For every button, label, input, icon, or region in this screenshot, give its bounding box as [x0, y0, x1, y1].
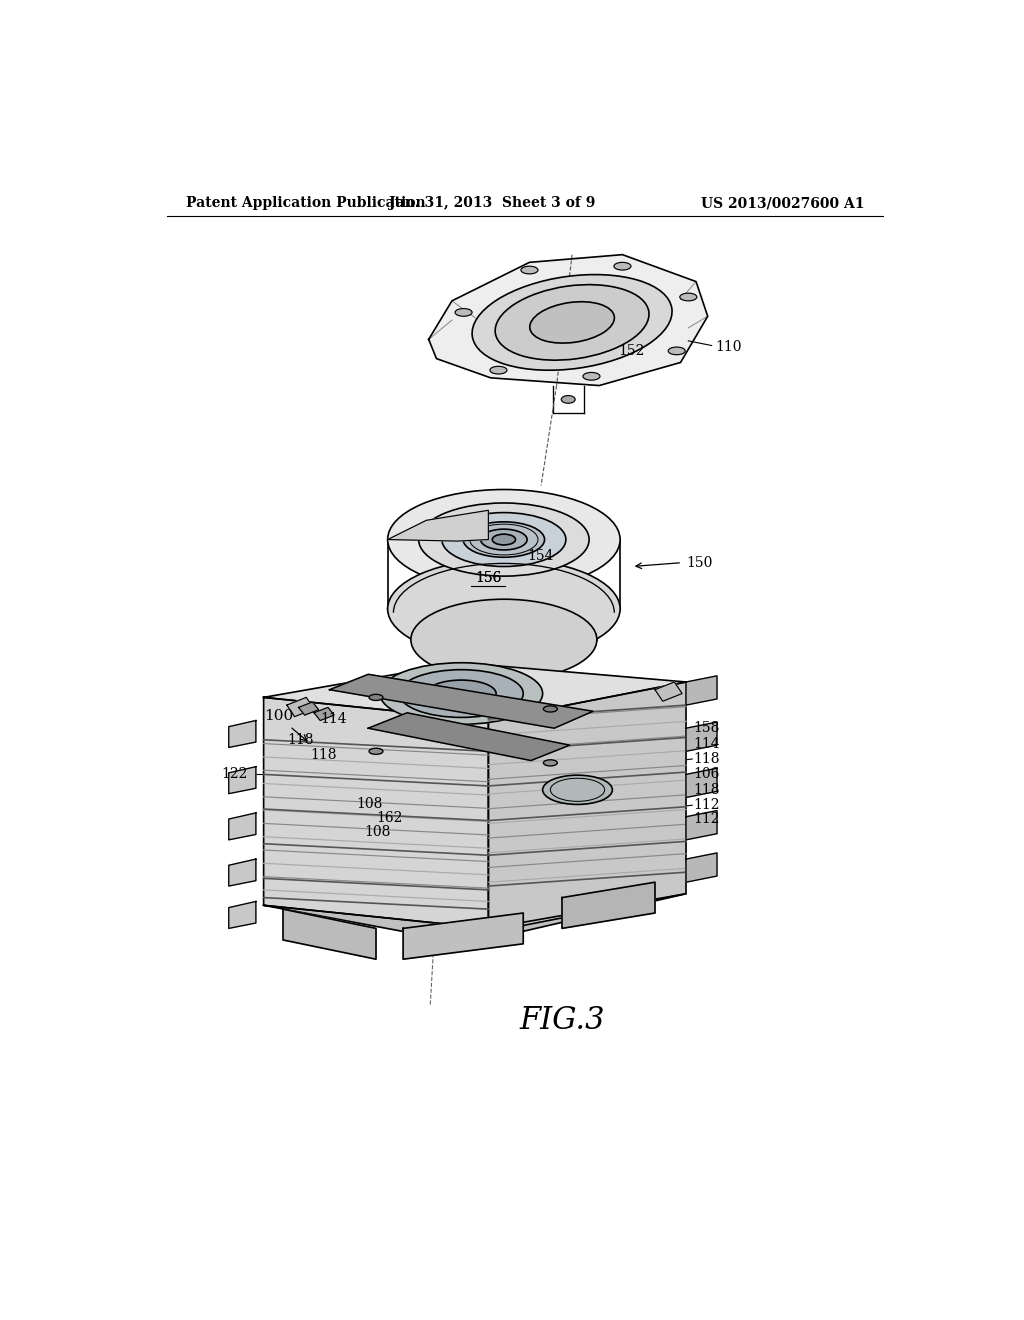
Text: 118: 118	[310, 748, 337, 762]
Polygon shape	[263, 697, 488, 928]
Polygon shape	[330, 675, 593, 729]
Ellipse shape	[455, 309, 472, 317]
Polygon shape	[228, 859, 256, 886]
Ellipse shape	[669, 347, 685, 355]
Ellipse shape	[521, 267, 538, 275]
Text: 150: 150	[686, 556, 713, 570]
Text: 114: 114	[693, 737, 720, 751]
Polygon shape	[263, 894, 686, 944]
Ellipse shape	[480, 529, 527, 550]
Polygon shape	[686, 810, 717, 840]
Text: 162: 162	[376, 810, 402, 825]
Ellipse shape	[369, 748, 383, 755]
Text: 118: 118	[287, 733, 313, 747]
Ellipse shape	[369, 694, 383, 701]
Text: 158: 158	[693, 721, 720, 735]
Text: 118: 118	[693, 752, 720, 766]
Polygon shape	[655, 682, 682, 701]
Ellipse shape	[543, 775, 612, 804]
Text: 110: 110	[716, 341, 742, 354]
Polygon shape	[388, 511, 488, 541]
Ellipse shape	[489, 367, 507, 374]
Text: US 2013/0027600 A1: US 2013/0027600 A1	[700, 197, 864, 210]
Polygon shape	[283, 909, 376, 960]
Polygon shape	[686, 722, 717, 751]
Text: Patent Application Publication: Patent Application Publication	[186, 197, 426, 210]
Text: 118: 118	[693, 783, 720, 797]
Ellipse shape	[493, 535, 515, 545]
Text: 112: 112	[693, 799, 720, 812]
Text: FIG.3: FIG.3	[519, 1006, 605, 1036]
Text: 114: 114	[321, 711, 347, 726]
Text: 106: 106	[693, 767, 720, 781]
Ellipse shape	[388, 490, 621, 590]
Ellipse shape	[544, 706, 557, 711]
Polygon shape	[686, 676, 717, 705]
Ellipse shape	[411, 599, 597, 680]
Text: 152: 152	[618, 345, 645, 358]
Ellipse shape	[419, 503, 589, 576]
Ellipse shape	[583, 372, 600, 380]
Ellipse shape	[680, 293, 697, 301]
Ellipse shape	[544, 760, 557, 766]
Text: 108: 108	[356, 797, 383, 810]
Polygon shape	[562, 882, 655, 928]
Ellipse shape	[496, 285, 649, 360]
Polygon shape	[228, 813, 256, 840]
Text: 112: 112	[693, 812, 720, 826]
Ellipse shape	[380, 663, 543, 725]
Polygon shape	[263, 663, 686, 721]
Polygon shape	[686, 853, 717, 882]
Ellipse shape	[388, 558, 621, 659]
Text: Jan. 31, 2013  Sheet 3 of 9: Jan. 31, 2013 Sheet 3 of 9	[389, 197, 595, 210]
Text: 122: 122	[222, 767, 248, 781]
Text: 108: 108	[365, 825, 391, 840]
Polygon shape	[369, 713, 569, 760]
Text: 156: 156	[475, 572, 502, 585]
Polygon shape	[314, 708, 334, 721]
Polygon shape	[488, 682, 686, 932]
Ellipse shape	[529, 302, 614, 343]
Ellipse shape	[614, 263, 631, 271]
Polygon shape	[228, 767, 256, 793]
Polygon shape	[403, 913, 523, 960]
Polygon shape	[287, 697, 314, 717]
Ellipse shape	[561, 396, 575, 404]
Ellipse shape	[472, 275, 672, 370]
Ellipse shape	[426, 680, 496, 708]
Ellipse shape	[399, 669, 523, 718]
Text: 154: 154	[527, 549, 554, 564]
Polygon shape	[429, 255, 708, 385]
Polygon shape	[686, 768, 717, 797]
Text: 156: 156	[475, 572, 502, 585]
Ellipse shape	[463, 521, 545, 557]
Text: 100: 100	[263, 710, 307, 741]
Ellipse shape	[442, 512, 566, 566]
Polygon shape	[299, 702, 318, 715]
Polygon shape	[228, 721, 256, 747]
Polygon shape	[228, 902, 256, 928]
